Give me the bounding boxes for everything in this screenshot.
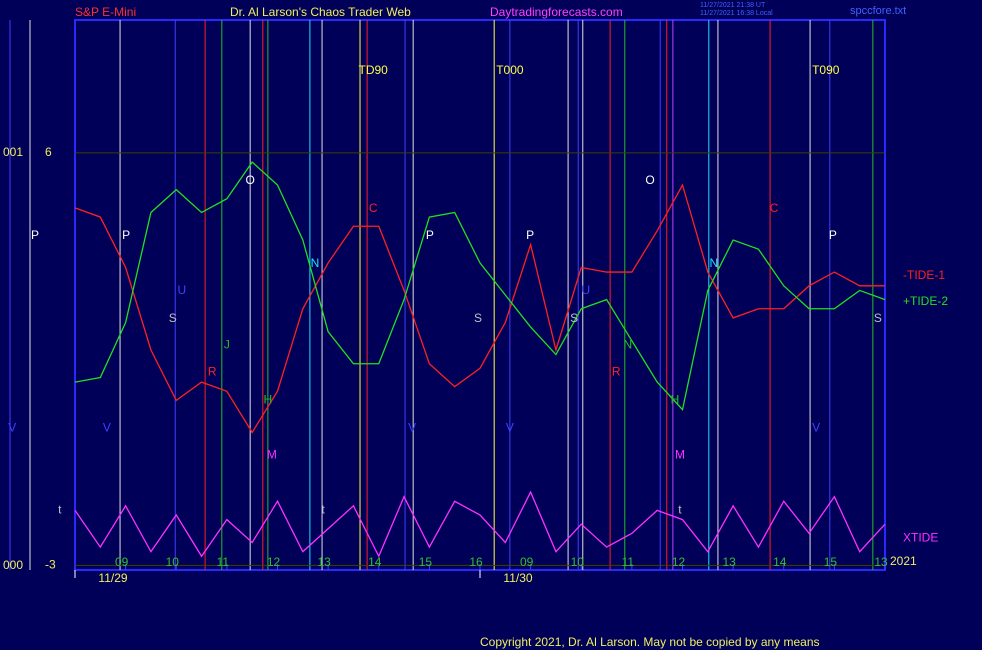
year: 2021 [890,554,917,568]
annotation: t [58,503,62,517]
legend-label: -TIDE-1 [903,268,945,282]
annotation: U [177,283,186,297]
legend-label: +TIDE-2 [903,294,948,308]
legend-label: XTIDE [903,530,938,544]
copyright: Copyright 2021, Dr. Al Larson. May not b… [480,635,820,649]
left-label: 001 [3,145,23,159]
annotation: M [267,448,277,462]
annotation: R [208,365,217,379]
x-tick-label: 10 [166,555,180,569]
annotation: T090 [812,63,840,77]
annotation: U [581,283,590,297]
annotation: R [612,365,621,379]
annotation: O [645,173,654,187]
chart-subtitle: S&P E-Mini [75,5,136,19]
annotation: M [675,448,685,462]
date-label: 11/30 [503,571,532,585]
x-tick-label: 13 [317,555,331,569]
x-tick-label: 14 [773,555,787,569]
annotation: C [369,201,378,215]
annotation: H [671,393,680,407]
annotation: T000 [496,63,524,77]
series-line [74,490,886,558]
x-tick-label: 13 [722,555,736,569]
series-line [74,183,885,434]
chart-title: Dr. Al Larson's Chaos Trader Web [230,5,411,19]
annotation: TD90 [359,63,389,77]
series-line [74,161,886,411]
annotation: N [623,338,632,352]
annotation: P [829,228,837,242]
x-tick-label: 11 [622,555,635,569]
annotation: N [710,256,719,270]
x-tick-label: 09 [520,555,534,569]
annotation: J [224,338,230,352]
site: Daytradingforecasts.com [490,5,623,19]
annotation: C [770,201,779,215]
x-tick-label: 12 [672,555,686,569]
annotation: V [103,421,111,435]
y-tick-label: 6 [45,145,52,159]
annotation: P [122,228,130,242]
x-tick-label: 16 [469,555,483,569]
annotation: S [169,311,177,325]
annotation: V [408,421,416,435]
date-label: 11/29 [98,571,127,585]
x-tick-label: 14 [368,555,382,569]
x-tick-label: 12 [267,555,281,569]
annotation: V [8,421,16,435]
annotation: P [31,228,39,242]
x-tick-label: 11 [217,555,230,569]
annotation: O [245,173,254,187]
annotation: N [311,256,320,270]
x-tick-label: 09 [115,555,129,569]
x-tick-label: 13 [874,555,888,569]
y-tick-label: -3 [45,558,56,572]
x-tick-label: 10 [571,555,585,569]
file-name: spccfore.txt [850,5,906,17]
x-tick-label: 15 [824,555,838,569]
annotation: V [506,421,514,435]
annotation: t [321,503,325,517]
annotation: P [426,228,434,242]
x-tick-label: 15 [419,555,433,569]
annotation: S [874,311,882,325]
stamp: 11/27/2021 16:38 Local [700,10,773,17]
annotation: t [678,503,682,517]
annotation: P [526,228,534,242]
annotation: V [812,421,820,435]
annotation: S [570,311,578,325]
left-label: 000 [3,558,23,572]
stamp: 11/27/2021 21:38 UT [700,2,766,9]
annotation: S [474,311,482,325]
annotation: H [264,393,273,407]
